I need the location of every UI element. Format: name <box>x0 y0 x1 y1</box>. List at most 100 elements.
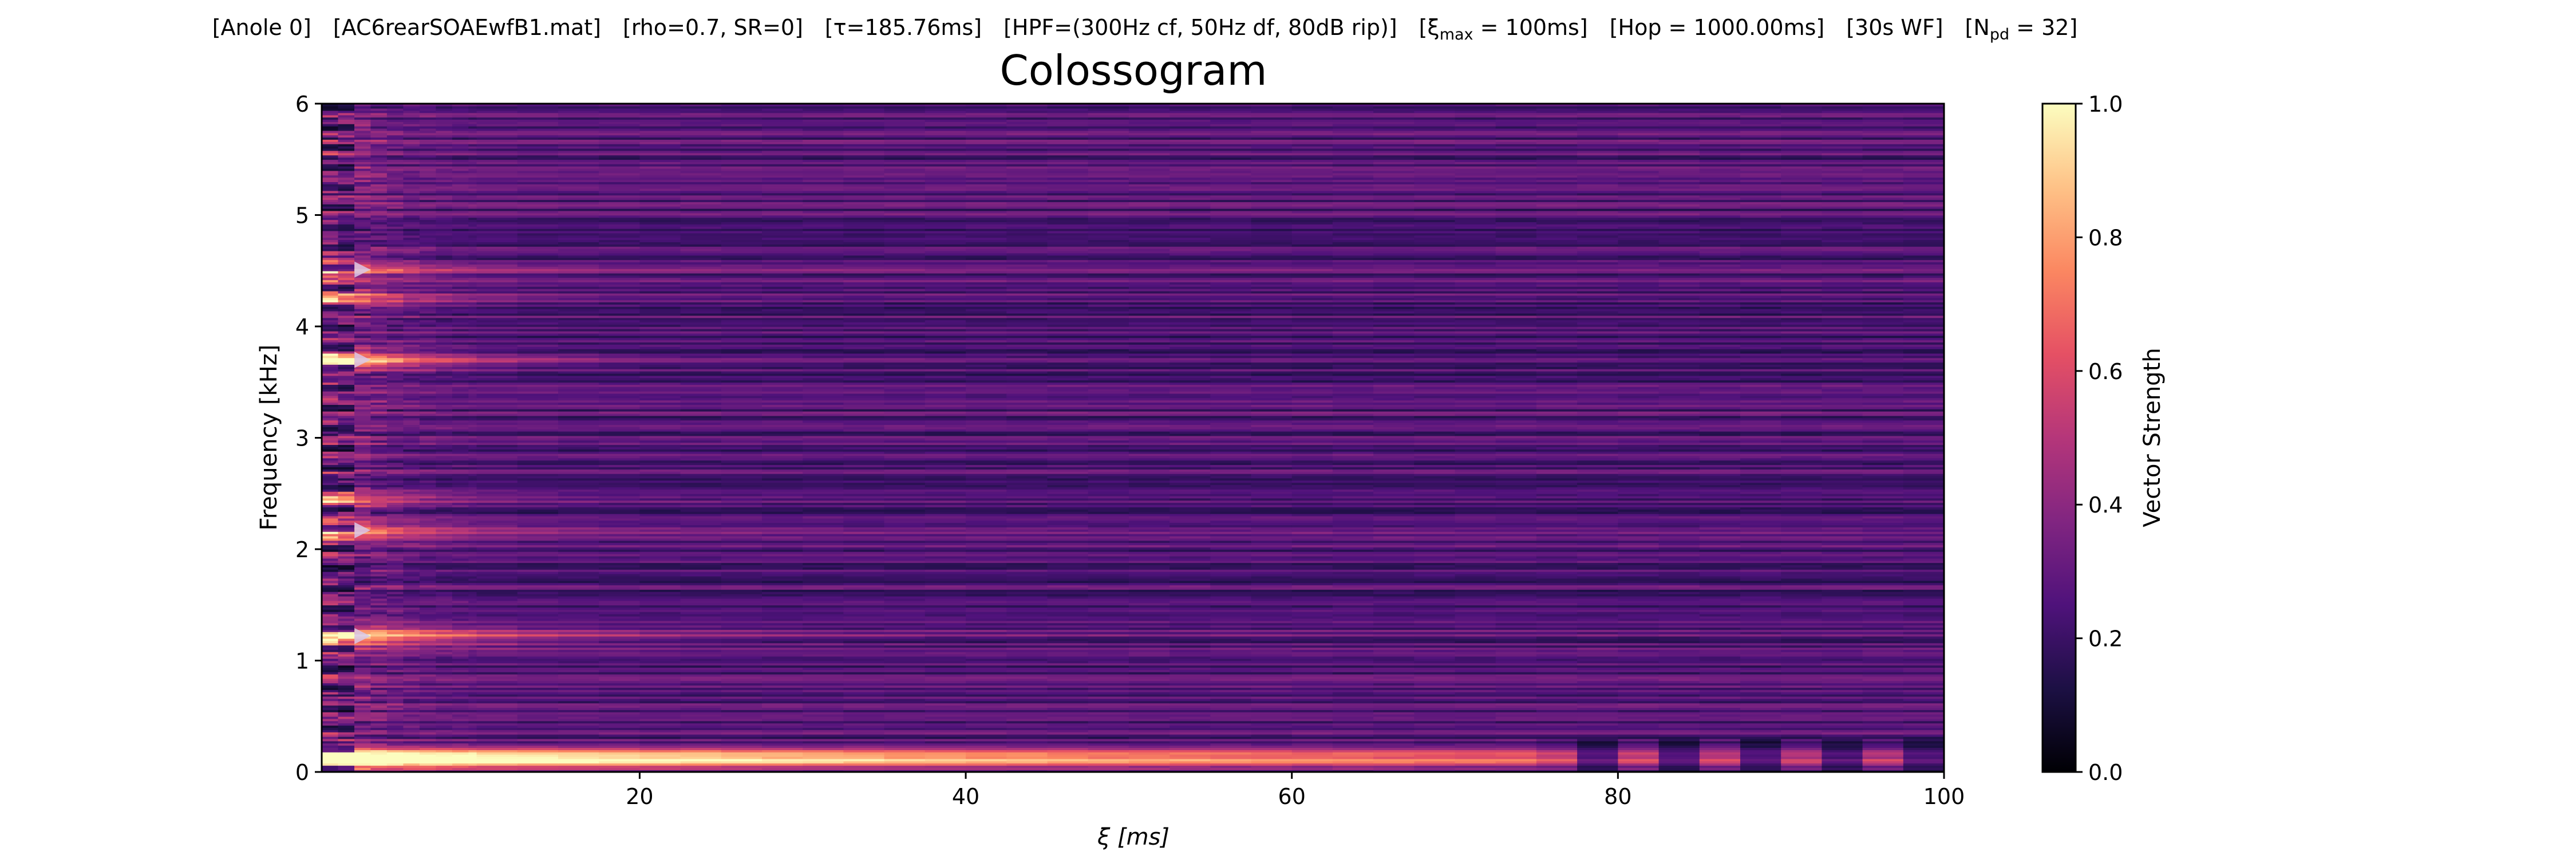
heatmap-cell <box>322 607 339 610</box>
heatmap-cell <box>354 609 372 612</box>
heatmap-cell <box>1332 750 1374 752</box>
heatmap-cell <box>1536 743 1578 746</box>
heatmap-cell <box>803 647 844 650</box>
heatmap-cell <box>1373 707 1415 710</box>
heatmap-cell <box>476 703 518 706</box>
heatmap-cell <box>803 569 844 572</box>
heatmap-cell <box>803 549 844 552</box>
heatmap-cell <box>1291 689 1333 692</box>
heatmap-cell <box>924 765 966 768</box>
heatmap-cell <box>452 649 469 652</box>
heatmap-cell <box>1170 700 1211 704</box>
heatmap-cell <box>803 658 844 661</box>
heatmap-cell <box>468 710 477 712</box>
heatmap-cell <box>1170 580 1211 584</box>
heatmap-cell <box>1577 689 1619 692</box>
heatmap-cell <box>1047 680 1089 684</box>
heatmap-cell <box>1373 558 1415 561</box>
heatmap-cell <box>1740 672 1781 675</box>
heatmap-cell <box>1740 738 1781 742</box>
heatmap-cell <box>1088 545 1129 547</box>
heatmap-cell <box>1291 663 1333 666</box>
heatmap-cell <box>419 625 437 628</box>
heatmap-cell <box>354 551 372 554</box>
heatmap-cell <box>1210 596 1252 599</box>
heatmap-cell <box>419 736 437 739</box>
heatmap-cell <box>803 533 844 537</box>
heatmap-cell <box>1822 676 1863 679</box>
heatmap-cell <box>476 620 518 624</box>
heatmap-cell <box>1577 693 1619 697</box>
heatmap-cell <box>924 725 966 728</box>
heatmap-cell <box>468 636 477 639</box>
heatmap-cell <box>517 598 559 601</box>
heatmap-cell <box>680 663 722 666</box>
heatmap-cell <box>354 696 372 699</box>
heatmap-cell <box>1251 535 1293 539</box>
heatmap-cell <box>1210 718 1252 722</box>
heatmap-cell <box>1006 538 1048 541</box>
heatmap-cell <box>884 750 926 752</box>
heatmap-cell <box>1088 765 1129 768</box>
heatmap-cell <box>517 758 559 762</box>
heatmap-cell <box>1618 663 1660 666</box>
heatmap-cell <box>1862 734 1904 737</box>
heatmap-cell <box>1658 580 1700 584</box>
heatmap-cell <box>403 600 420 604</box>
heatmap-cell <box>639 613 681 617</box>
heatmap-cell <box>680 640 722 644</box>
heatmap-cell <box>1128 580 1170 584</box>
heatmap-cell <box>1414 743 1456 746</box>
heatmap-cell <box>721 593 762 597</box>
heatmap-cell <box>1128 745 1170 748</box>
heatmap-cell <box>924 672 966 675</box>
heatmap-cell <box>599 669 641 672</box>
heatmap-cell <box>843 547 885 550</box>
heatmap-cell <box>1822 720 1863 724</box>
heatmap-cell <box>436 607 453 610</box>
heatmap-cell <box>1495 718 1537 722</box>
heatmap-cell <box>1781 725 1823 728</box>
heatmap-cell <box>762 580 803 584</box>
heatmap-cell <box>338 723 355 726</box>
heatmap-cell <box>1373 736 1415 739</box>
heatmap-cell <box>1577 660 1619 664</box>
heatmap-cell <box>1699 734 1741 737</box>
heatmap-cell <box>843 658 885 661</box>
heatmap-cell <box>1170 573 1211 577</box>
heatmap-cell <box>322 678 339 681</box>
heatmap-cell <box>1862 589 1904 592</box>
heatmap-cell <box>1862 707 1904 710</box>
heatmap-cell <box>370 698 388 702</box>
heatmap-cell <box>1699 714 1741 717</box>
heatmap-cell <box>1414 736 1456 739</box>
heatmap-cell <box>354 658 372 661</box>
heatmap-cell <box>1658 680 1700 684</box>
heatmap-cell <box>843 545 885 547</box>
heatmap-cell <box>1210 531 1252 534</box>
heatmap-cell <box>843 609 885 612</box>
heatmap-cell <box>1903 698 1945 702</box>
heatmap-cell <box>1455 667 1496 670</box>
heatmap-cell <box>1088 649 1129 652</box>
heatmap-cell <box>721 758 762 762</box>
heatmap-cell <box>1495 625 1537 628</box>
heatmap-cell <box>1536 738 1578 742</box>
heatmap-cell <box>452 647 469 650</box>
heatmap-cell <box>1862 727 1904 730</box>
heatmap-cell <box>1618 643 1660 646</box>
heatmap-cell <box>386 629 404 632</box>
heatmap-cell <box>680 676 722 679</box>
heatmap-cell <box>1414 747 1456 750</box>
heatmap-cell <box>322 673 339 677</box>
heatmap-cell <box>803 609 844 612</box>
heatmap-cell <box>1251 553 1293 557</box>
heatmap-cell <box>338 562 355 565</box>
heatmap-cell <box>1251 555 1293 559</box>
heatmap-cell <box>762 571 803 574</box>
heatmap-cell <box>1455 716 1496 719</box>
heatmap-cell <box>1047 580 1089 584</box>
heatmap-cell <box>1618 756 1660 759</box>
heatmap-cell <box>1128 738 1170 742</box>
heatmap-cell <box>1618 712 1660 715</box>
